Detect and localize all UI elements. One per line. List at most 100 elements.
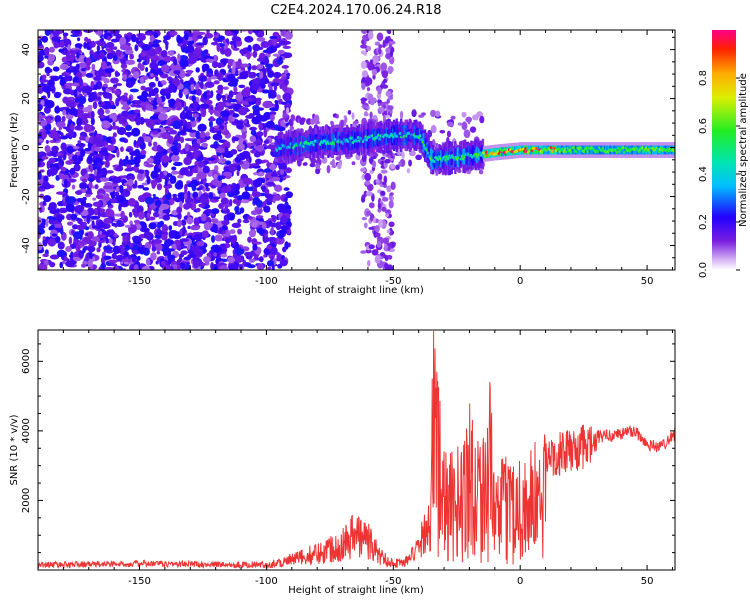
noise-blob (103, 217, 112, 225)
echo-cell (565, 145, 568, 155)
noise-blob (96, 40, 106, 47)
noise-blob (369, 212, 374, 222)
noise-blob (276, 203, 286, 212)
noise-blob (283, 197, 288, 202)
noise-blob (228, 114, 233, 124)
noise-blob (51, 233, 58, 237)
noise-blob (263, 57, 270, 65)
noise-blob (164, 185, 169, 195)
noise-blob (155, 93, 159, 99)
noise-blob (249, 71, 257, 78)
noise-blob (38, 171, 42, 180)
noise-blob (116, 114, 122, 120)
noise-blob (260, 179, 266, 184)
noise-blob (83, 30, 94, 33)
noise-blob (109, 77, 119, 84)
noise-blob (179, 243, 185, 250)
noise-blob (202, 256, 211, 263)
noise-blob (198, 150, 202, 157)
noise-blob (371, 68, 378, 76)
noise-blob (70, 213, 78, 221)
noise-blob (78, 95, 87, 105)
noise-blob (110, 104, 117, 110)
noise-blob (152, 130, 159, 135)
echo-cell (535, 145, 538, 155)
y-tick-label: 4000 (21, 418, 32, 443)
noise-blob (284, 31, 293, 40)
noise-blob (135, 223, 142, 231)
noise-blob (361, 50, 366, 55)
noise-blob (160, 233, 168, 241)
noise-blob (92, 197, 97, 201)
noise-blob (114, 191, 120, 197)
noise-blob (170, 154, 180, 162)
noise-blob (169, 175, 177, 184)
spectrogram-frame (37, 29, 676, 271)
noise-blob (378, 47, 382, 55)
noise-blob (70, 49, 75, 54)
colorbar-tick-label: 0.6 (698, 118, 709, 134)
noise-blob (377, 99, 382, 104)
noise-blob (284, 117, 289, 123)
noise-blob (258, 121, 263, 131)
noise-blob (120, 201, 130, 207)
noise-blob (241, 191, 251, 201)
noise-blob (241, 132, 247, 140)
noise-blob (162, 214, 171, 221)
noise-blob (252, 196, 261, 205)
noise-blob (137, 34, 146, 41)
echo-cell (419, 130, 422, 146)
echo-cell (318, 133, 321, 152)
echo-cell (361, 133, 364, 146)
noise-blob (187, 253, 197, 258)
noise-blob (137, 255, 141, 261)
echo-cell (369, 130, 372, 147)
noise-blob (91, 40, 95, 48)
noise-blob (118, 184, 124, 194)
noise-blob (85, 72, 94, 78)
echo-cell (553, 145, 556, 155)
noise-blob (347, 110, 352, 115)
noise-blob (166, 238, 172, 247)
noise-blob (249, 135, 257, 143)
noise-blob (216, 43, 221, 52)
noise-blob (74, 30, 81, 34)
noise-blob (97, 210, 101, 219)
noise-blob (221, 219, 230, 226)
noise-blob (258, 135, 262, 140)
noise-blob (242, 219, 250, 224)
noise-blob (408, 159, 412, 167)
noise-blob (71, 82, 81, 87)
noise-blob (79, 135, 85, 141)
noise-blob (214, 69, 219, 77)
noise-blob (60, 142, 67, 151)
noise-blob (235, 241, 239, 249)
noise-blob (46, 68, 53, 73)
noise-blob (69, 167, 76, 175)
noise-blob (154, 65, 159, 71)
noise-blob (232, 113, 240, 118)
noise-blob (118, 203, 122, 212)
noise-blob (38, 158, 41, 167)
noise-blob (81, 72, 87, 77)
noise-blob (267, 113, 271, 120)
noise-blob (302, 117, 306, 122)
noise-blob (101, 101, 106, 106)
noise-blob (152, 40, 159, 45)
noise-blob (151, 246, 157, 252)
noise-blob (63, 256, 69, 262)
noise-blob (182, 225, 186, 235)
noise-blob (381, 69, 389, 79)
noise-blob (48, 226, 53, 231)
noise-blob (130, 154, 134, 161)
noise-blob (44, 30, 51, 37)
noise-blob (155, 76, 159, 82)
noise-blob (146, 258, 151, 266)
noise-blob (179, 229, 183, 236)
noise-blob (205, 187, 210, 192)
noise-blob (276, 231, 281, 237)
noise-blob (104, 189, 114, 193)
noise-blob (372, 58, 377, 65)
noise-blob (174, 197, 182, 203)
noise-blob (103, 246, 113, 251)
